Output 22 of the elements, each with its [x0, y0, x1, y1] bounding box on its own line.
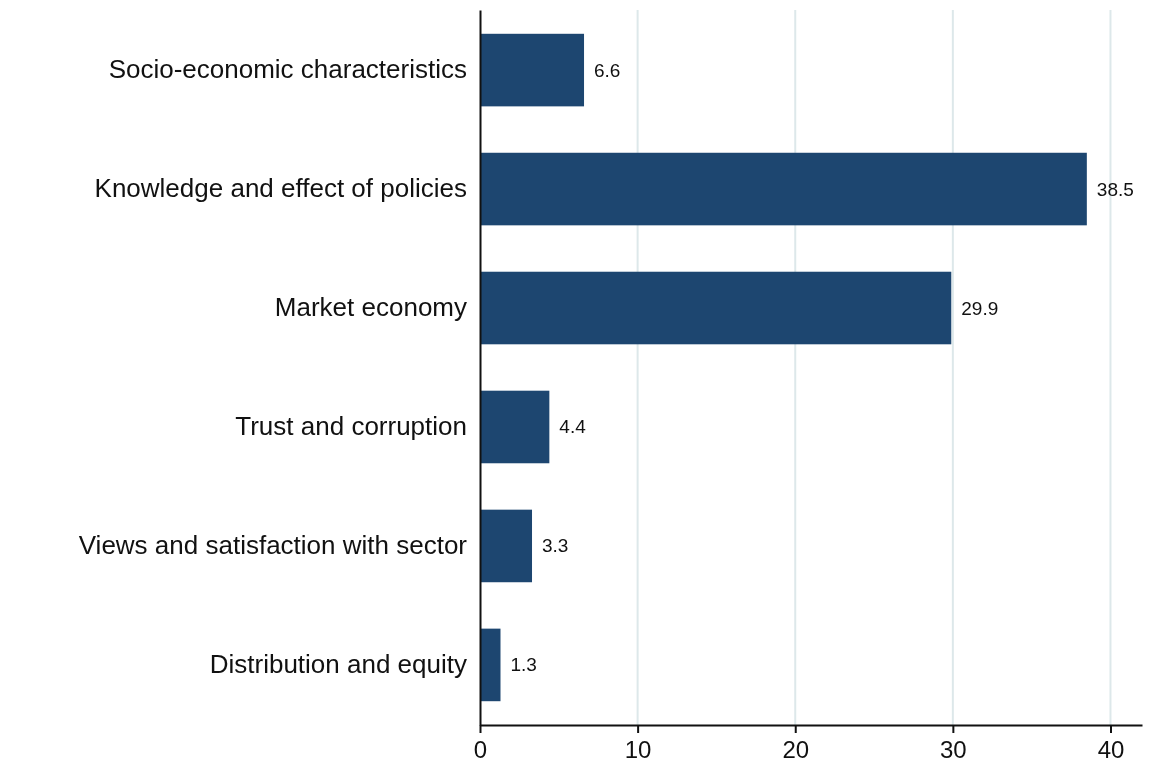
x-tick-label: 20	[782, 735, 810, 763]
x-tick-label: 30	[940, 735, 967, 763]
x-tick-label: 40	[1097, 735, 1125, 763]
y-tick-label: Distribution and equity	[209, 649, 467, 680]
y-tick-label: Knowledge and effect of policies	[94, 173, 467, 204]
data-label: 4.4	[559, 416, 587, 438]
data-label: 1.3	[510, 654, 537, 676]
bar	[480, 33, 585, 107]
bar	[480, 509, 533, 583]
y-tick-label: Market economy	[274, 292, 467, 323]
bar	[480, 390, 550, 464]
data-label: 3.3	[542, 535, 569, 557]
data-label: 38.5	[1096, 178, 1134, 200]
y-tick-label: Views and satisfaction with sector	[78, 530, 468, 561]
x-tick-label: 0	[473, 735, 488, 763]
data-label: 6.6	[594, 59, 621, 81]
y-tick-label: Socio-economic characteristics	[108, 54, 467, 85]
y-tick-label: Trust and corruption	[235, 411, 467, 442]
bar	[480, 152, 1087, 226]
data-label: 29.9	[961, 297, 999, 319]
x-tick-label: 10	[624, 735, 652, 763]
bar	[480, 271, 952, 345]
